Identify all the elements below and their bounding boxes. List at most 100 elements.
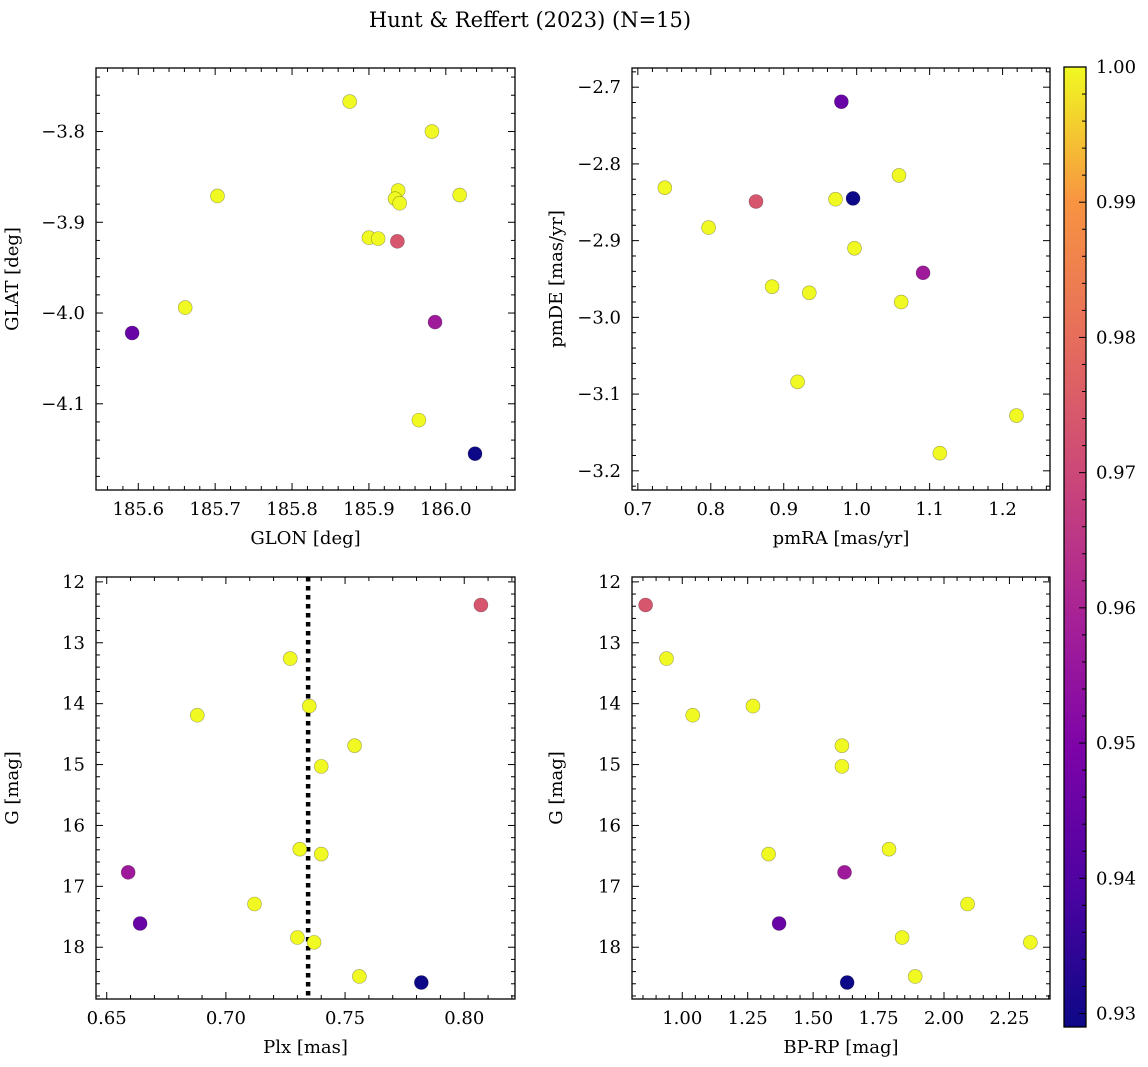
y-tick-label: 13 bbox=[62, 633, 85, 654]
data-point bbox=[764, 279, 780, 294]
data-point bbox=[657, 180, 673, 195]
data-point bbox=[839, 975, 855, 990]
colorbar-tick-label: 0.95 bbox=[1096, 733, 1136, 754]
x-tick-label: 185.8 bbox=[266, 499, 318, 520]
data-point bbox=[120, 865, 136, 880]
data-point bbox=[306, 935, 322, 950]
y-axis-label: GLAT [deg] bbox=[2, 227, 23, 331]
x-axis-label: pmRA [mas/yr] bbox=[773, 528, 910, 549]
data-point bbox=[302, 698, 317, 714]
data-point bbox=[701, 220, 716, 235]
colorbar: 0.93 0.94 0.95 0.96 0.97 0.98 0.99 1.00 bbox=[1063, 57, 1136, 1028]
colorbar-tick-label: 0.96 bbox=[1096, 598, 1136, 619]
data-point bbox=[124, 325, 140, 341]
y-tick-label: −3.2 bbox=[577, 461, 621, 482]
x-tick-label: 185.7 bbox=[189, 499, 241, 520]
y-tick-label: −3.8 bbox=[41, 122, 85, 143]
data-point bbox=[313, 759, 329, 774]
data-point bbox=[282, 651, 298, 666]
data-point bbox=[894, 930, 910, 945]
data-point bbox=[932, 445, 948, 461]
colorbar-tick-label: 0.94 bbox=[1096, 868, 1136, 889]
panel-top-left: 185.6 185.7 185.8 185.9 186.0 −3.8 −3.9 −4.0 −4.… bbox=[2, 67, 516, 549]
y-tick-label: 15 bbox=[62, 755, 85, 776]
y-tick-label: −2.7 bbox=[577, 77, 621, 98]
y-tick-label: 16 bbox=[62, 815, 85, 836]
plot-frame bbox=[631, 67, 1051, 491]
colorbar-frame bbox=[1063, 66, 1087, 1028]
data-point bbox=[290, 930, 305, 945]
data-point bbox=[247, 896, 262, 912]
y-tick-label: −4.1 bbox=[41, 394, 85, 415]
data-point bbox=[467, 446, 483, 461]
axis-ticks bbox=[632, 68, 1050, 490]
x-axis-label: GLON [deg] bbox=[250, 528, 360, 549]
x-axis-label: Plx [mas] bbox=[263, 1037, 348, 1058]
x-tick-label: 0.70 bbox=[206, 1008, 246, 1029]
data-point bbox=[761, 846, 776, 862]
data-point bbox=[907, 969, 923, 984]
data-point bbox=[189, 707, 205, 723]
y-tick-label: 17 bbox=[62, 876, 85, 897]
data-point bbox=[828, 191, 843, 207]
colorbar-tick-label: 1.00 bbox=[1096, 57, 1136, 78]
colorbar-tick-label: 0.93 bbox=[1096, 1003, 1136, 1024]
data-point bbox=[834, 759, 850, 774]
y-tick-label: −4.0 bbox=[41, 303, 85, 324]
data-point bbox=[659, 651, 674, 666]
data-point bbox=[313, 846, 329, 862]
y-tick-label: −3.0 bbox=[577, 307, 621, 328]
y-tick-label: −3.9 bbox=[41, 212, 85, 233]
data-point bbox=[881, 841, 897, 857]
x-tick-label: 1.00 bbox=[662, 1008, 702, 1029]
y-tick-label: 15 bbox=[598, 755, 621, 776]
plot-frame bbox=[95, 67, 516, 491]
colorbar-tick-label: 0.97 bbox=[1096, 463, 1136, 484]
y-tick-label: 12 bbox=[62, 572, 85, 593]
y-tick-label: 16 bbox=[598, 815, 621, 836]
data-point bbox=[177, 300, 193, 315]
panel-top-right: 0.7 0.8 0.9 1.0 1.1 1.2 −2.7 −2.8 −2.9 −3.0 −3.1 −3… bbox=[546, 67, 1051, 549]
data-point bbox=[834, 94, 849, 110]
data-point bbox=[390, 234, 405, 249]
colorbar-tick-label: 0.99 bbox=[1096, 192, 1136, 213]
y-axis-label: pmDE [mas/yr] bbox=[546, 210, 567, 348]
data-point bbox=[427, 314, 443, 330]
data-point bbox=[132, 916, 148, 931]
data-point bbox=[1009, 408, 1024, 423]
x-tick-label: 0.75 bbox=[325, 1008, 365, 1029]
y-tick-label: 14 bbox=[62, 694, 85, 715]
y-tick-label: 14 bbox=[598, 694, 621, 715]
data-point bbox=[411, 412, 427, 428]
data-point bbox=[960, 896, 975, 912]
axis-ticks bbox=[96, 68, 515, 490]
data-point bbox=[370, 231, 386, 246]
data-point bbox=[837, 865, 852, 880]
x-tick-label: 0.80 bbox=[444, 1008, 484, 1029]
colorbar-tick-label: 0.98 bbox=[1096, 327, 1136, 348]
y-tick-label: −2.9 bbox=[577, 231, 621, 252]
data-point bbox=[685, 707, 701, 723]
x-tick-label: 2.00 bbox=[924, 1008, 964, 1029]
x-tick-label: 1.25 bbox=[728, 1008, 768, 1029]
axis-ticks bbox=[96, 577, 515, 999]
y-axis-label: G [mag] bbox=[546, 751, 567, 824]
axis-ticks bbox=[632, 577, 1050, 999]
y-tick-label: −2.8 bbox=[577, 154, 621, 175]
x-tick-label: 1.1 bbox=[915, 499, 944, 520]
data-point bbox=[292, 841, 308, 857]
panel-bottom-left: 0.65 0.70 0.75 0.80 12 13 14 15 16 17 18 Plx [mas] G… bbox=[2, 572, 516, 1058]
data-point bbox=[210, 188, 225, 204]
data-point bbox=[745, 698, 761, 714]
data-point bbox=[1023, 935, 1038, 950]
x-tick-label: 0.8 bbox=[696, 499, 725, 520]
plot-frame bbox=[95, 576, 516, 1000]
x-tick-label: 2.25 bbox=[989, 1008, 1029, 1029]
y-tick-label: 12 bbox=[598, 572, 621, 593]
x-tick-label: 1.75 bbox=[859, 1008, 899, 1029]
data-point bbox=[834, 738, 850, 753]
x-tick-label: 185.6 bbox=[113, 499, 165, 520]
x-axis-label: BP-RP [mag] bbox=[783, 1037, 898, 1058]
data-point bbox=[748, 194, 764, 209]
